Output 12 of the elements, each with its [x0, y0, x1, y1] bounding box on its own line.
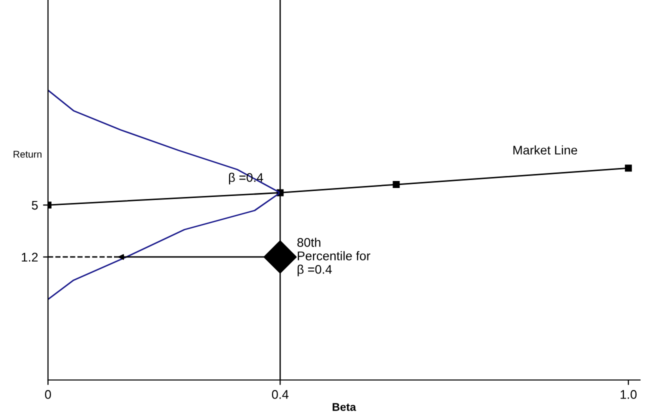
x-tick-label: 0 — [45, 390, 51, 399]
point — [264, 240, 297, 274]
point — [392, 181, 400, 188]
series-label: Market Line — [513, 145, 578, 155]
x-axis-title: Beta — [332, 403, 356, 411]
x-tick-label: 1.0 — [620, 390, 637, 399]
point — [624, 164, 632, 172]
y-tick-label: 1.2 — [22, 252, 38, 262]
x-tick-label: 0.4 — [272, 390, 288, 399]
y-axis-title: Return — [14, 150, 42, 158]
y-tick-label: 5 — [32, 200, 38, 210]
annotation: 80th Percentile for β =0.4 — [297, 238, 370, 276]
